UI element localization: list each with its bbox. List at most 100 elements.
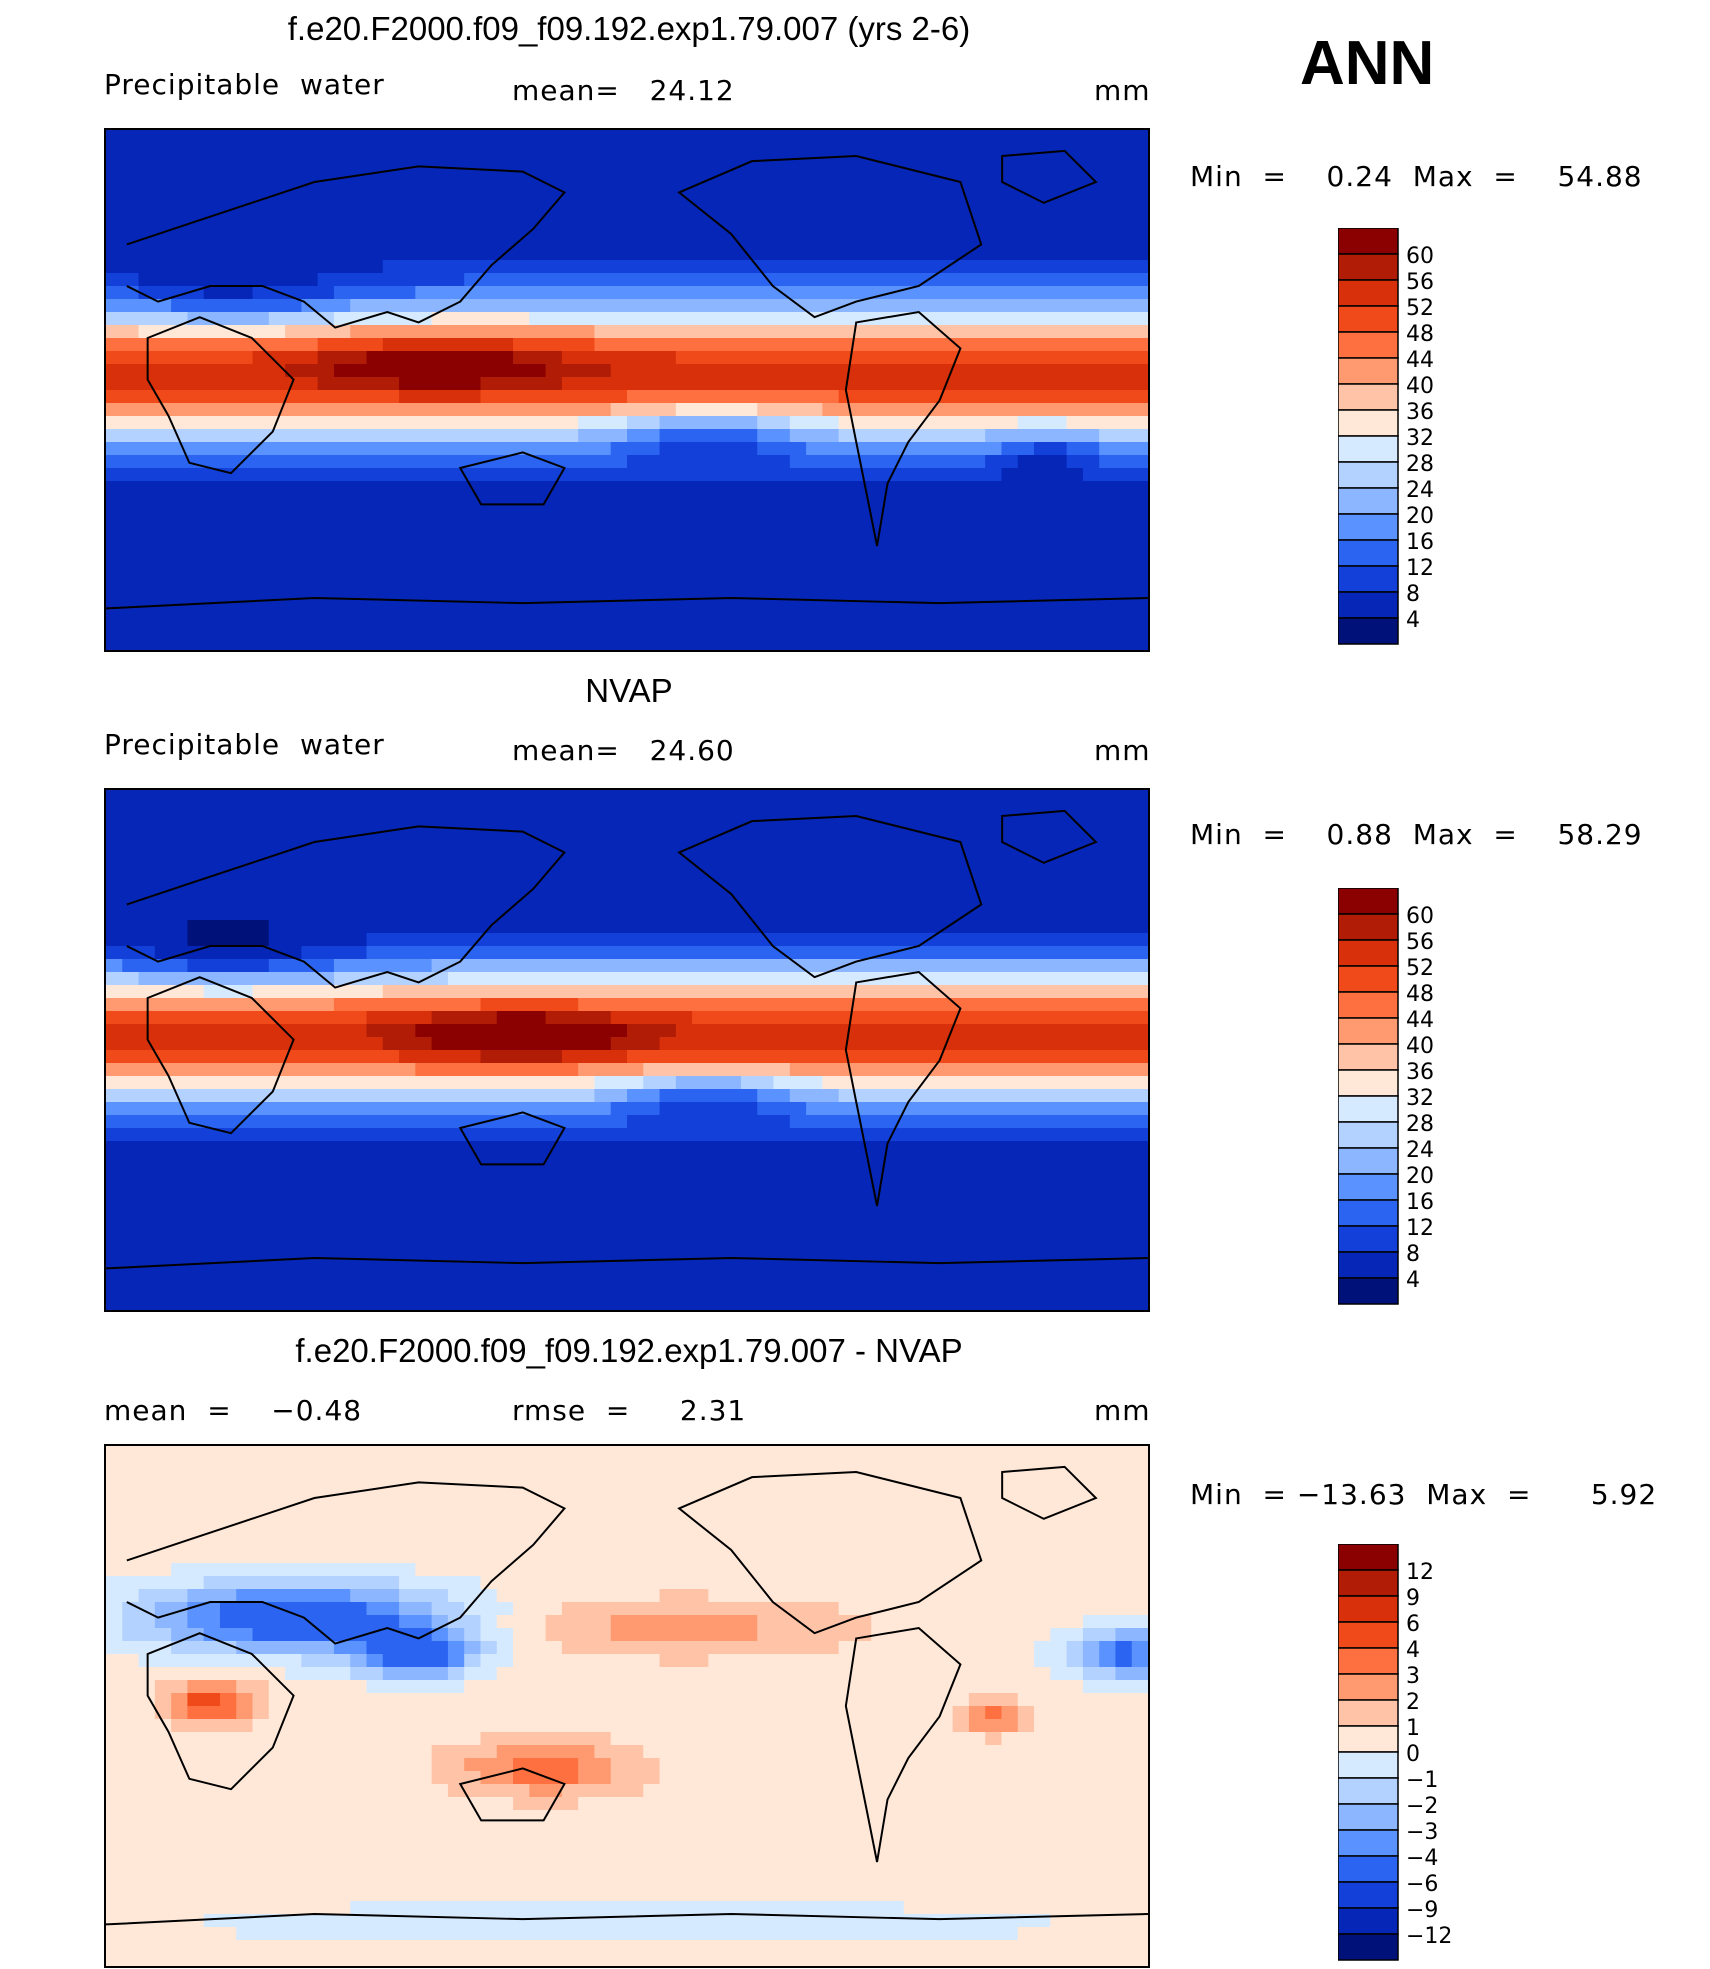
coastline	[106, 597, 1148, 610]
coastline	[146, 976, 295, 1135]
colorbar-swatch	[1338, 1043, 1399, 1071]
colorbar-label: 28	[1406, 1112, 1434, 1137]
coastline	[844, 1626, 962, 1863]
colorbar-label: −4	[1406, 1846, 1438, 1871]
colorbar-swatch	[1338, 305, 1399, 333]
colorbar-swatch	[1338, 991, 1399, 1019]
coastline	[1001, 149, 1098, 204]
colorbar-label: 48	[1406, 982, 1434, 1007]
coastline	[106, 1913, 1148, 1926]
panel3-mean: mean = −0.48	[104, 1394, 363, 1427]
colorbar-swatch	[1338, 1069, 1399, 1097]
coastline	[146, 1632, 295, 1791]
colorbar-label: 44	[1406, 1008, 1434, 1033]
colorbar-label: 16	[1406, 530, 1434, 555]
colorbar-label: 24	[1406, 478, 1434, 503]
colorbar-swatch	[1338, 435, 1399, 463]
colorbar-label: 9	[1406, 1586, 1420, 1611]
colorbar-label: −2	[1406, 1794, 1438, 1819]
coastline	[844, 970, 962, 1207]
colorbar-label: 4	[1406, 1268, 1420, 1293]
panel1-mean: mean= 24.12	[512, 74, 735, 107]
colorbar-swatch	[1338, 1803, 1399, 1831]
panel3-units: mm	[1094, 1394, 1151, 1427]
colorbar-swatch	[1338, 409, 1399, 437]
colorbar-label: 56	[1406, 930, 1434, 955]
season-label: ANN	[1300, 29, 1435, 98]
panel3-minmax: Min = −13.63 Max = 5.92	[1190, 1478, 1658, 1511]
panel2-variable: Precipitable water	[104, 728, 385, 761]
colorbar-label: 20	[1406, 504, 1434, 529]
panel3-rmse: rmse = 2.31	[512, 1394, 747, 1427]
colorbar-swatch	[1338, 1544, 1399, 1571]
colorbar-label: −9	[1406, 1898, 1438, 1923]
panel1-units: mm	[1094, 74, 1151, 107]
panel2-title: NVAP	[585, 672, 673, 709]
colorbar-swatch	[1338, 965, 1399, 993]
colorbar-swatch	[1338, 1907, 1399, 1935]
colorbar-swatch	[1338, 1251, 1399, 1279]
colorbar-label: −6	[1406, 1872, 1438, 1897]
colorbar-swatch	[1338, 1881, 1399, 1909]
panel1-map	[104, 128, 1150, 652]
colorbar-label: 1	[1406, 1716, 1420, 1741]
colorbar-swatch	[1338, 1277, 1399, 1305]
colorbar-swatch	[1338, 565, 1399, 593]
colorbar-label: 56	[1406, 270, 1434, 295]
colorbar-label: 32	[1406, 1086, 1434, 1111]
colorbar-swatch	[1338, 487, 1399, 515]
colorbar-label: −12	[1406, 1924, 1452, 1949]
colorbar-label: −1	[1406, 1768, 1438, 1793]
colorbar-swatch	[1338, 1569, 1399, 1597]
panel2-map	[104, 788, 1150, 1312]
panel1-title: f.e20.F2000.f09_f09.192.exp1.79.007 (yrs…	[287, 10, 971, 47]
colorbar-swatch	[1338, 228, 1399, 255]
coastline	[126, 825, 567, 989]
colorbar-swatch	[1338, 913, 1399, 941]
colorbar-label: 4	[1406, 608, 1420, 633]
colorbar-label: 24	[1406, 1138, 1434, 1163]
colorbar-swatch	[1338, 1621, 1399, 1649]
coastline	[126, 1481, 567, 1645]
colorbar-label: 60	[1406, 904, 1434, 929]
colorbar-swatch	[1338, 1173, 1399, 1201]
panel3-colorbar: 12 9 6 4 3 2 1 0 −1 −2 −3 −4 −6 −9 −12	[1338, 1544, 1452, 1964]
colorbar-swatch	[1338, 888, 1399, 915]
colorbar-label: 36	[1406, 1060, 1434, 1085]
colorbar-swatch	[1338, 1225, 1399, 1253]
colorbar-swatch	[1338, 279, 1399, 307]
coastline	[677, 155, 983, 319]
coastline	[146, 316, 295, 475]
colorbar-swatch	[1338, 1725, 1399, 1753]
colorbar-label: 36	[1406, 400, 1434, 425]
colorbar-swatch	[1338, 939, 1399, 967]
colorbar-swatch	[1338, 253, 1399, 281]
colorbar-swatch	[1338, 513, 1399, 541]
colorbar-swatch	[1338, 1199, 1399, 1227]
colorbar-label: 12	[1406, 1216, 1434, 1241]
colorbar-swatch	[1338, 1595, 1399, 1623]
colorbar-label: 3	[1406, 1664, 1420, 1689]
coastline	[126, 165, 567, 329]
panel2-minmax: Min = 0.88 Max = 58.29	[1190, 818, 1643, 851]
colorbar-label: 20	[1406, 1164, 1434, 1189]
coastline	[1001, 809, 1098, 864]
colorbar-swatch	[1338, 1121, 1399, 1149]
colorbar-label: 12	[1406, 556, 1434, 581]
colorbar-label: 52	[1406, 956, 1434, 981]
colorbar-label: 60	[1406, 244, 1434, 269]
panel2-colorbar: 60 56 52 48 44 40 36 32 28 24 20 16 12 8 4	[1338, 888, 1434, 1308]
panel3-title: f.e20.F2000.f09_f09.192.exp1.79.007 - NV…	[295, 1332, 963, 1369]
panel3-map	[104, 1444, 1150, 1968]
colorbar-swatch	[1338, 331, 1399, 359]
colorbar-label: 28	[1406, 452, 1434, 477]
colorbar-swatch	[1338, 383, 1399, 411]
colorbar-swatch	[1338, 1017, 1399, 1045]
panel2-mean: mean= 24.60	[512, 734, 735, 767]
colorbar-swatch	[1338, 1933, 1399, 1961]
colorbar-label: 52	[1406, 296, 1434, 321]
colorbar-label: 0	[1406, 1742, 1420, 1767]
panel2-units: mm	[1094, 734, 1151, 767]
coastline	[677, 1471, 983, 1635]
colorbar-swatch	[1338, 1699, 1399, 1727]
